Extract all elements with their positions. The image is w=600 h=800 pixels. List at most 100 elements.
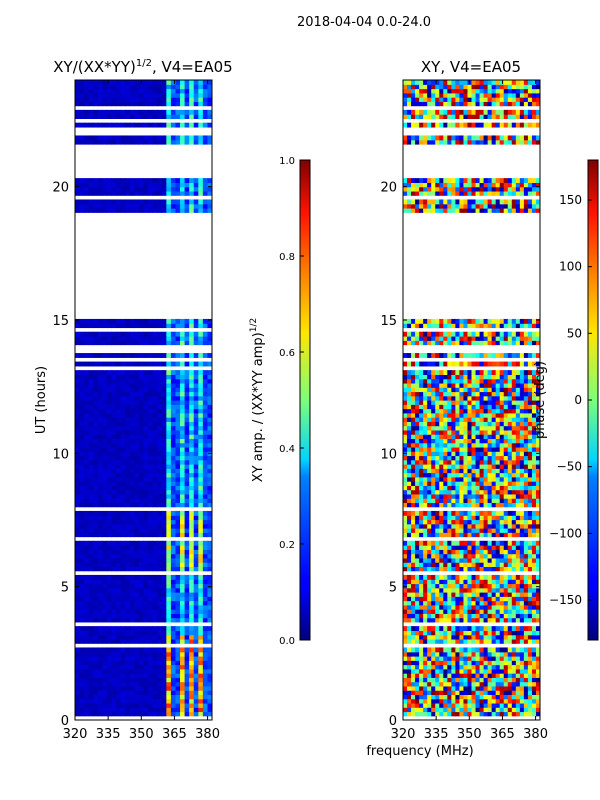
heatmap-cell: [148, 532, 154, 538]
heatmap-cell: [180, 412, 186, 418]
heatmap-cell: [491, 532, 497, 538]
heatmap-cell: [411, 553, 416, 559]
heatmap-cell: [447, 681, 452, 687]
heatmap-cell: [170, 323, 177, 329]
heatmap-cell: [459, 592, 465, 597]
heatmap-cell: [515, 468, 521, 474]
heatmap-cell: [166, 668, 172, 674]
heatmap-cell: [166, 540, 172, 546]
heatmap-cell: [161, 651, 167, 657]
heatmap-cell: [97, 702, 103, 708]
heatmap-cell: [152, 472, 158, 478]
heatmap-cell: [447, 613, 452, 619]
heatmap-cell: [443, 566, 448, 572]
heatmap-cell: [519, 464, 525, 469]
heatmap-cell: [125, 711, 131, 717]
heatmap-cell: [491, 668, 497, 674]
heatmap-cell: [125, 318, 131, 324]
heatmap-cell: [111, 690, 117, 695]
heatmap-cell: [459, 523, 465, 529]
heatmap-cell: [198, 664, 204, 670]
heatmap-cell: [75, 485, 81, 491]
heatmap-cell: [189, 596, 195, 602]
heatmap-cell: [503, 566, 509, 572]
heatmap-cell: [495, 656, 501, 661]
heatmap-cell: [483, 476, 489, 482]
heatmap-cell: [471, 523, 477, 529]
heatmap-cell: [161, 404, 167, 410]
heatmap-cell: [519, 515, 525, 521]
heatmap-cell: [116, 532, 122, 538]
heatmap-cell: [97, 84, 103, 90]
heatmap-cell: [487, 604, 493, 610]
heatmap-cell: [148, 656, 154, 661]
heatmap-cell: [88, 331, 94, 337]
heatmap-cell: [487, 519, 493, 525]
heatmap-cell: [143, 685, 149, 691]
heatmap-cell: [495, 685, 501, 691]
heatmap-cell: [487, 485, 493, 491]
heatmap-cell: [120, 609, 126, 614]
heatmap-cell: [198, 459, 204, 465]
heatmap-cell: [459, 459, 465, 465]
heatmap-cell: [152, 468, 158, 474]
heatmap-cell: [129, 596, 135, 602]
heatmap-cell: [111, 711, 117, 717]
heatmap-cell: [138, 353, 145, 358]
heatmap-cell: [207, 549, 212, 555]
heatmap-cell: [84, 681, 90, 687]
heatmap-cell: [443, 660, 448, 666]
heatmap-cell: [193, 382, 199, 388]
heatmap-cell: [499, 549, 505, 555]
heatmap-cell: [120, 135, 126, 141]
heatmap-cell: [415, 587, 420, 593]
heatmap-cell: [531, 476, 537, 482]
heatmap-cell: [134, 336, 140, 341]
heatmap-cell: [471, 711, 477, 717]
heatmap-cell: [415, 638, 420, 644]
heatmap-cell: [535, 681, 540, 687]
heatmap-cell: [202, 323, 209, 329]
heatmap-cell: [138, 579, 145, 585]
heatmap-cell: [189, 519, 195, 525]
heatmap-cell: [427, 485, 432, 491]
heatmap-cell: [125, 101, 131, 107]
heatmap-cell: [180, 557, 186, 563]
x-tick-label: 365: [162, 727, 187, 742]
heatmap-cell: [499, 489, 505, 495]
heatmap-cell: [138, 651, 145, 657]
heatmap-cell: [166, 182, 172, 188]
heatmap-cell: [463, 630, 469, 636]
heatmap-cell: [515, 707, 521, 713]
heatmap-cell: [198, 425, 204, 431]
heatmap-cell: [180, 604, 186, 610]
heatmap-cell: [79, 583, 85, 589]
heatmap-cell: [198, 84, 204, 90]
heatmap-cell: [116, 101, 122, 107]
heatmap-cell: [84, 400, 90, 405]
heatmap-cell: [431, 566, 436, 572]
heatmap-cell: [511, 532, 517, 538]
heatmap-cell: [116, 523, 122, 529]
heatmap-cell: [175, 681, 181, 687]
heatmap-cell: [475, 485, 481, 491]
heatmap-cell: [75, 84, 81, 90]
heatmap-cell: [170, 481, 177, 486]
heatmap-cell: [161, 190, 167, 196]
heatmap-cell: [439, 711, 444, 717]
heatmap-cell: [157, 613, 163, 619]
heatmap-cell: [447, 528, 452, 533]
heatmap-cell: [88, 596, 94, 602]
heatmap-cell: [491, 485, 497, 491]
heatmap-cell: [88, 412, 94, 418]
heatmap-cell: [471, 455, 477, 461]
heatmap-cell: [527, 566, 533, 572]
heatmap-cell: [455, 528, 461, 533]
heatmap-cell: [463, 562, 469, 567]
heatmap-cell: [79, 404, 85, 410]
heatmap-cell: [471, 681, 477, 687]
heatmap-cell: [189, 481, 195, 486]
heatmap-cell: [443, 651, 448, 657]
heatmap-cell: [129, 387, 135, 393]
heatmap-cell: [531, 702, 537, 708]
